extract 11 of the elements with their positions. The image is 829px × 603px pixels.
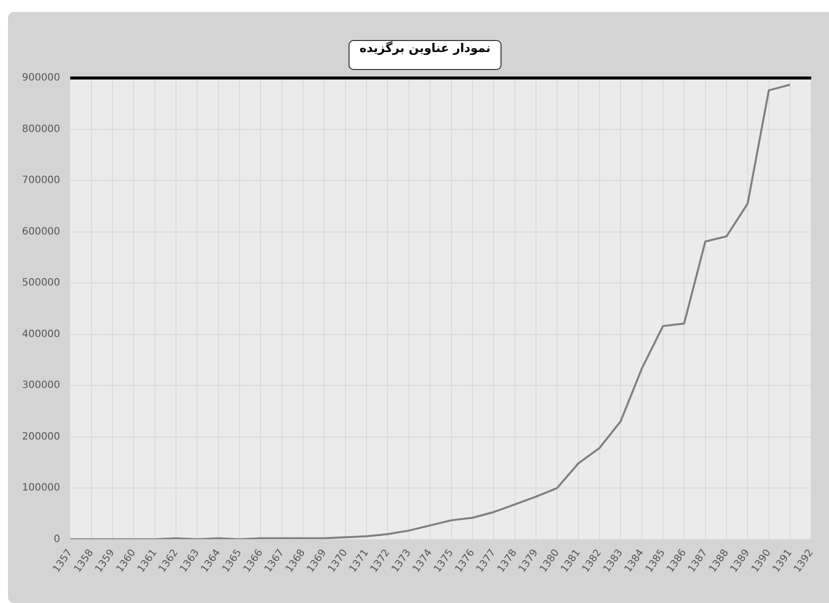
y-tick-label: 100000 (22, 482, 60, 494)
chart-title: نمودار عناوین برگزیده (348, 40, 502, 70)
y-tick-label: 0 (54, 534, 60, 545)
y-tick-label: 600000 (22, 226, 60, 238)
y-tick-label: 300000 (22, 380, 60, 392)
y-tick-label: 400000 (22, 328, 60, 340)
y-tick-label: 700000 (22, 175, 60, 186)
y-tick-label: 800000 (22, 124, 60, 135)
y-tick-label: 200000 (22, 431, 60, 442)
y-tick-label: 500000 (22, 278, 60, 289)
y-tick-label: 900000 (22, 72, 60, 84)
